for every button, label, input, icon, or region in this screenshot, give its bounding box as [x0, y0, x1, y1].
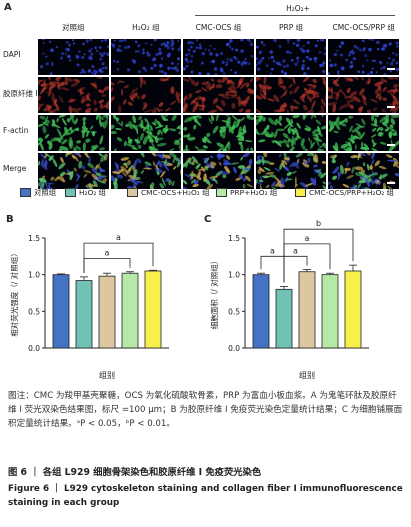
legend-swatch [20, 187, 31, 197]
y-tick-label: 1.0 [28, 271, 40, 280]
y-tick-label: 0.5 [228, 307, 240, 316]
legend-label: CMC-OCS+H₂O₂ 组 [141, 187, 210, 197]
legend-label: 对照组 [34, 187, 57, 197]
micrograph-3-5 [328, 115, 399, 151]
column-label: PRP 组 [279, 23, 304, 32]
legend: 对照组 H₂O₂ 组 CMC-OCS+H₂O₂ 组 PRP+H₂O₂ 组 CMC-OCS… [20, 186, 410, 200]
significance-label: a [105, 249, 110, 258]
micrograph-1-1 [38, 39, 109, 75]
legend-label: H₂O₂ 组 [79, 187, 107, 197]
bar [52, 274, 70, 349]
row-label: Merge [3, 164, 27, 173]
y-axis-label: 细胞面积（/ 对照组） [209, 257, 219, 329]
legend-item: CMC-OCS+H₂O₂ 组 [127, 186, 209, 198]
bar [98, 275, 116, 349]
x-axis-label: 组别 [99, 370, 115, 380]
y-axis-label: 相对荧光强度（/ 对照组） [9, 249, 19, 336]
legend-item: PRP+H₂O₂ 组 [216, 186, 277, 198]
bar [121, 272, 139, 349]
significance-bracket [83, 258, 131, 273]
legend-swatch [65, 187, 76, 197]
significance-bracket [83, 242, 154, 273]
legend-swatch [295, 187, 306, 197]
significance-label: a [116, 233, 121, 242]
x-axis-label: 组别 [299, 370, 315, 380]
bar [275, 288, 293, 349]
significance-label: a [270, 246, 275, 255]
significance-label: b [316, 219, 321, 228]
row-label: DAPI [3, 50, 21, 59]
bar [75, 280, 93, 349]
legend-label: PRP+H₂O₂ 组 [230, 187, 278, 197]
micrograph-4-2 [110, 153, 182, 189]
treatment-header-line [195, 15, 395, 16]
micrograph-3-1 [38, 115, 109, 151]
micrograph-4-5 [328, 153, 399, 189]
row-label: F-actin [3, 126, 29, 135]
micrograph-2-3 [183, 77, 254, 113]
micrograph-2-5 [328, 77, 399, 113]
significance-label: a [293, 246, 298, 255]
column-label: CMC-OCS 组 [195, 23, 242, 32]
figure-title-english: Figure 6 ｜ L929 cytoskeleton staining an… [8, 484, 403, 508]
bar [252, 274, 270, 349]
micrograph-2-1 [38, 77, 109, 113]
micrograph-1-2 [110, 39, 182, 75]
significance-bracket [283, 228, 354, 283]
legend-item: CMC-OCS/PRP+H₂O₂ 组 [295, 186, 394, 198]
column-label: H₂O₂ 组 [132, 23, 160, 32]
y-tick-label: 0.5 [28, 307, 40, 316]
legend-swatch [127, 187, 138, 197]
legend-item: 对照组 [20, 186, 56, 198]
legend-swatch [216, 187, 227, 197]
figure-title: 图 6 ｜ 各组 L929 细胞骨架染色和胶原纤维 I 免疫荧光染色 [8, 467, 262, 478]
column-label: CMC-OCS/PRP 组 [332, 23, 395, 32]
micrograph-1-3 [183, 39, 254, 75]
y-tick-label: 0.0 [28, 344, 40, 353]
bar [298, 271, 316, 349]
y-tick-label: 1.5 [228, 234, 240, 243]
y-tick-label: 1.0 [228, 271, 240, 280]
y-tick-label: 0.0 [228, 344, 240, 353]
y-tick-label: 1.5 [28, 234, 40, 243]
chart-b: B 0.0 0.5 1.0 1.5 相对荧光强度（/ 对照组） 组别 aa [6, 214, 169, 380]
micrograph-3-4 [255, 115, 327, 151]
treatment-header: H₂O₂+ [286, 4, 310, 13]
micrograph-3-2 [110, 115, 182, 151]
column-label: 对照组 [62, 23, 85, 32]
bar [321, 274, 339, 349]
micrograph-1-5 [328, 39, 399, 75]
bar [344, 270, 362, 349]
micrograph-4-3 [183, 153, 254, 189]
figure-caption: 图注：CMC 为羧甲基壳聚糖，OCS 为氧化硫酸软骨素，PRP 为富血小板血浆。… [8, 391, 403, 429]
micrograph-4-4 [255, 153, 327, 189]
bar [144, 270, 162, 349]
legend-item: H₂O₂ 组 [65, 186, 106, 198]
micrograph-4-1 [38, 153, 109, 189]
micrograph-2-4 [255, 77, 327, 113]
micrograph-3-3 [183, 115, 254, 151]
micrograph-2-2 [110, 77, 182, 113]
panel-b-letter: B [6, 214, 14, 225]
row-label: 胶原纤维 I [3, 89, 38, 98]
significance-label: a [305, 234, 310, 243]
legend-label: CMC-OCS/PRP+H₂O₂ 组 [309, 187, 395, 197]
panel-a-letter: A [4, 2, 12, 13]
panel-c-letter: C [204, 214, 211, 225]
micrograph-1-4 [255, 39, 327, 75]
